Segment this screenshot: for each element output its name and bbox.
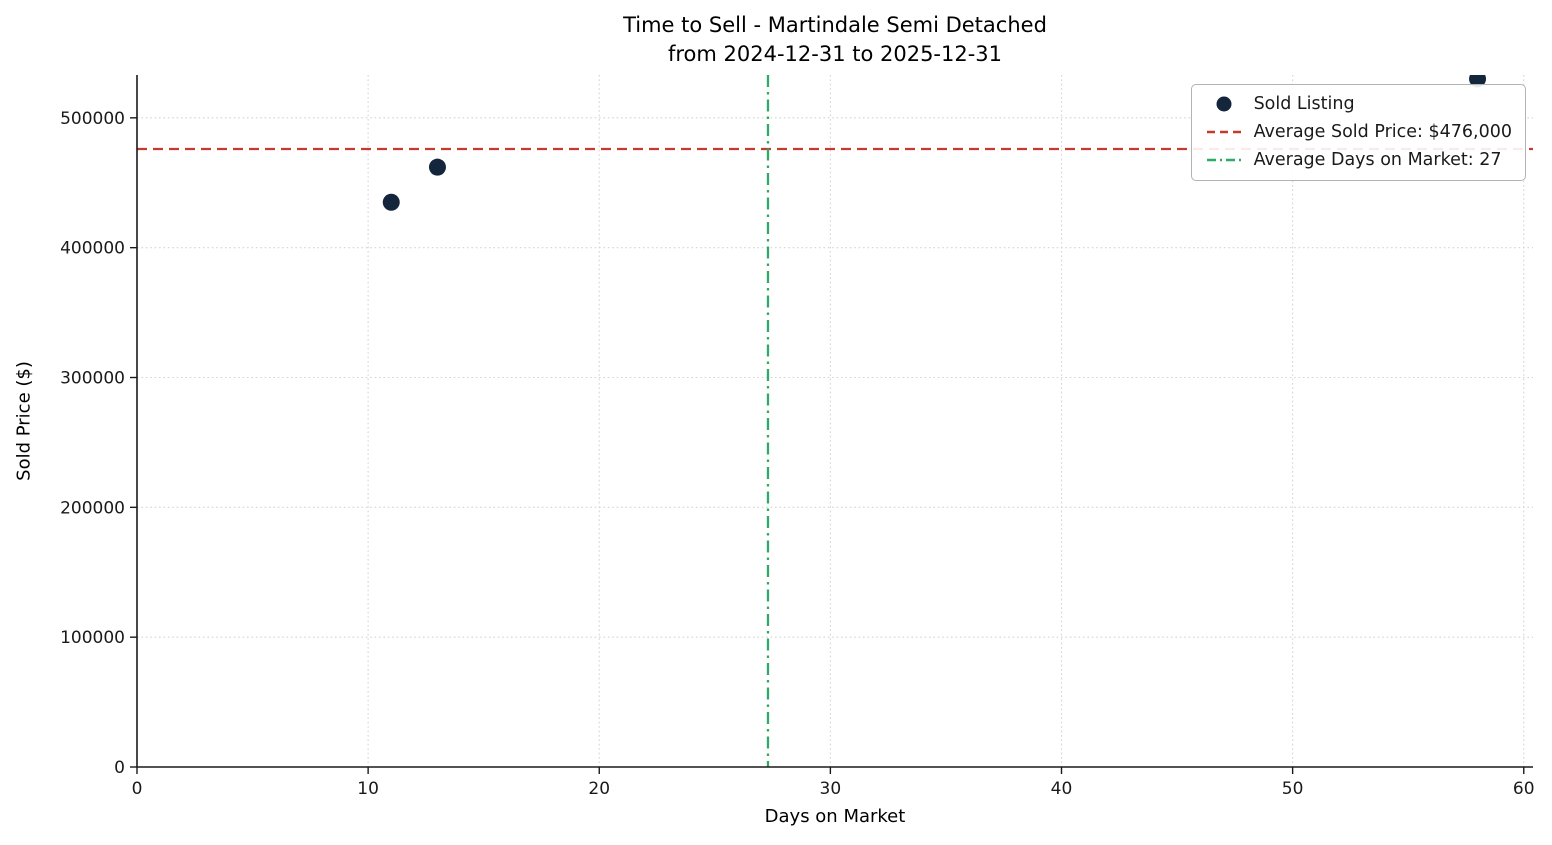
legend-item-avg-price: Average Sold Price: $476,000 — [1205, 122, 1512, 142]
scatter-point — [382, 193, 400, 211]
grid — [136, 75, 1533, 768]
y-tick-label: 500000 — [60, 109, 125, 129]
x-tick-label: 30 — [820, 779, 842, 799]
y-tick-label: 300000 — [60, 369, 125, 389]
x-tick-label: 40 — [1051, 779, 1073, 799]
y-tick-label: 0 — [114, 758, 125, 778]
y-axis-label: Sold Price ($) — [13, 361, 35, 481]
sold-listing-marker-icon — [1216, 96, 1232, 112]
legend-item-avg-days: Average Days on Market: 27 — [1205, 150, 1512, 170]
legend-item-sold-listing: Sold Listing — [1205, 94, 1512, 114]
chart-subtitle: from 2024-12-31 to 2025-12-31 — [667, 42, 1003, 66]
x-tick-label: 10 — [357, 779, 379, 799]
x-axis-label: Days on Market — [764, 806, 906, 827]
axis-ticks: 0 10 20 30 40 50 60 0 100000 200000 300000 400000 50… — [60, 109, 1534, 799]
legend-label-avg-days: Average Days on Market: 27 — [1253, 150, 1502, 170]
legend: Sold Listing Average Sold Price: $476,00… — [1190, 84, 1526, 181]
y-tick-label: 200000 — [60, 498, 125, 518]
y-tick-label: 400000 — [60, 239, 125, 259]
x-tick-label: 50 — [1282, 779, 1304, 799]
avg-days-line-icon — [1206, 158, 1241, 162]
y-tick-label: 100000 — [60, 628, 125, 648]
chart-title: Time to Sell - Martindale Semi Detached — [623, 13, 1047, 37]
chart-title-block: Time to Sell - Martindale Semi Detached … — [137, 11, 1533, 69]
x-tick-label: 60 — [1513, 779, 1535, 799]
legend-label-sold-listing: Sold Listing — [1253, 94, 1355, 114]
legend-label-avg-price: Average Sold Price: $476,000 — [1253, 122, 1512, 142]
x-tick-label: 20 — [588, 779, 610, 799]
avg-price-line-icon — [1206, 130, 1241, 134]
scatter-point — [428, 158, 446, 176]
x-tick-label: 0 — [132, 779, 143, 799]
